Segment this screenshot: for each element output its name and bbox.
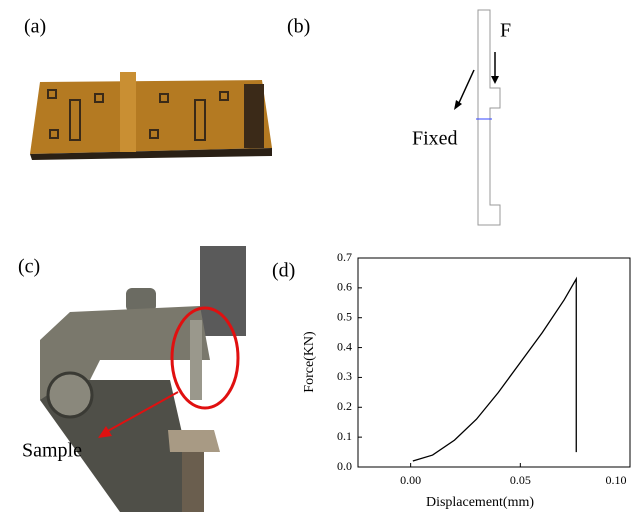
x-tick-label: 0.00 xyxy=(400,473,421,487)
y-tick-label: 0.5 xyxy=(337,309,352,323)
y-tick-label: 0.6 xyxy=(337,280,352,294)
panel-label: (c) xyxy=(18,256,40,278)
chart: Displacement(mm) Force(KN) 0.0 0.1 0.2 0.3 0… xyxy=(302,250,630,510)
y-tick-label: 0.2 xyxy=(337,399,352,413)
y-tick-label: 0.4 xyxy=(337,339,352,353)
figure: (a) (b) F Fixed (c) Sample (d) xyxy=(0,0,641,512)
data-line xyxy=(413,279,576,461)
y-tick-label: 0.1 xyxy=(337,429,352,443)
panel-label: (b) xyxy=(287,16,310,38)
annotation: F xyxy=(500,20,511,42)
pcb-photo xyxy=(30,72,272,160)
x-axis-label: Displacement(mm) xyxy=(426,495,534,510)
x-tick-label: 0.05 xyxy=(510,473,531,487)
x-tick-label: 0.10 xyxy=(606,473,627,487)
fixture-photo xyxy=(40,246,246,512)
panel-label: (a) xyxy=(24,16,46,38)
annotation: Fixed xyxy=(412,128,458,150)
y-tick-label: 0.0 xyxy=(337,459,352,473)
annotation: Sample xyxy=(22,440,82,462)
plot-frame xyxy=(358,258,630,467)
y-tick-label: 0.3 xyxy=(337,369,352,383)
y-axis-label: Force(KN) xyxy=(302,331,317,393)
panel-label: (d) xyxy=(272,260,295,282)
y-tick-label: 0.7 xyxy=(337,250,352,264)
specimen-sketch xyxy=(476,10,500,225)
